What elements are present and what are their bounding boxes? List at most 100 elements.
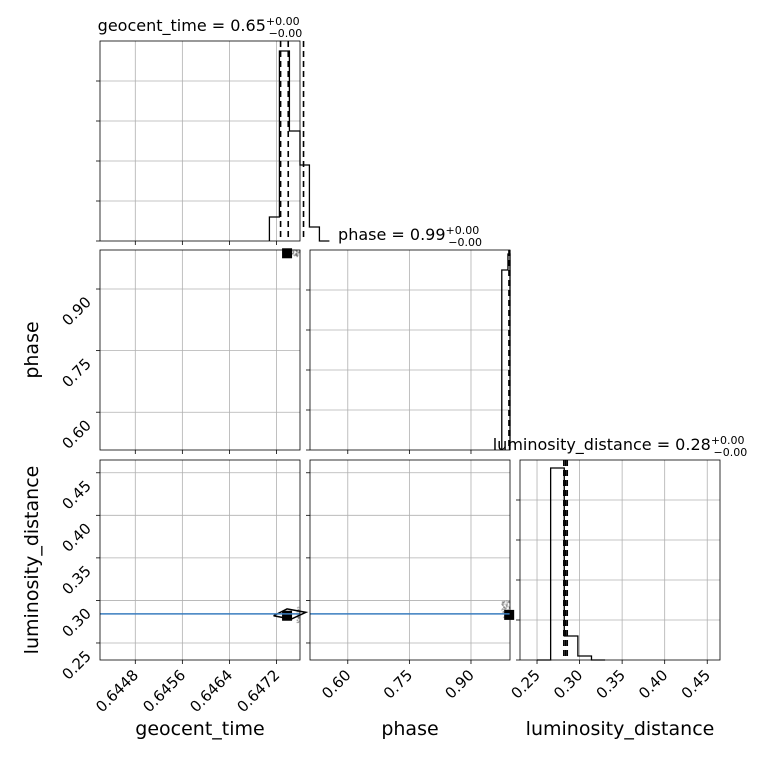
sample-point: [501, 604, 504, 607]
sample-point: [297, 621, 300, 624]
panel-frame-geocent_time-vs-luminosity_distance: [99, 459, 301, 661]
sample-point: [502, 616, 505, 619]
ytick-label-luminosity_distance-3: 0.40: [58, 519, 94, 555]
sample-point: [505, 608, 507, 610]
sample-point: [296, 255, 299, 257]
xtick-label-phase-1: 0.75: [380, 666, 416, 702]
sample-point: [502, 610, 505, 613]
histogram-geocent_time: [268, 50, 330, 242]
sample-point: [502, 601, 505, 604]
sample-point: [293, 250, 295, 253]
xaxis-label-luminosity_distance: luminosity_distance: [526, 718, 715, 740]
panel-frame-geocent_time-vs-phase: [99, 249, 301, 451]
ytick-label-phase-0: 0.60: [58, 416, 94, 452]
sample-point: [297, 616, 300, 619]
sample-point: [295, 252, 297, 255]
xtick-label-phase-0: 0.60: [318, 666, 354, 702]
sample-point: [505, 604, 508, 606]
title-plus-error: +0.00: [446, 224, 480, 237]
sample-point: [292, 250, 295, 253]
xtick-label-phase-2: 0.90: [441, 666, 477, 702]
sample-point: [501, 603, 503, 606]
title-label: phase = 0.99: [338, 225, 445, 244]
sample-point: [292, 252, 294, 255]
sample-point: [297, 252, 300, 255]
histogram-luminosity_distance: [537, 467, 606, 661]
sample-point: [297, 616, 300, 619]
sample-point: [296, 621, 298, 624]
title-plus-error: +0.00: [711, 434, 745, 447]
xtick-label-geocent_time-3: 0.6472: [233, 666, 283, 716]
grid-layer: [100, 41, 720, 660]
sample-point: [295, 250, 298, 253]
title-minus-error: −0.00: [714, 446, 748, 459]
title-label: geocent_time = 0.65: [98, 16, 266, 36]
sample-point: [502, 603, 505, 606]
sample-point: [296, 619, 299, 622]
sample-point: [297, 621, 300, 624]
sample-point: [296, 250, 298, 252]
sample-point: [295, 253, 298, 256]
sample-point: [296, 255, 298, 258]
sample-point: [503, 601, 505, 603]
xtick-label-luminosity_distance-4: 0.45: [678, 666, 714, 702]
density-core-geocent_time-vs-luminosity_distance: [282, 610, 293, 621]
sample-point: [502, 604, 504, 606]
sample-point: [504, 608, 506, 610]
sample-point: [298, 620, 300, 623]
ytick-label-luminosity_distance-2: 0.35: [58, 562, 94, 598]
sample-point: [298, 611, 300, 614]
sample-point: [503, 608, 505, 611]
sample-point: [505, 605, 508, 607]
sample-point: [297, 251, 299, 254]
sample-point: [296, 619, 298, 621]
sample-point: [293, 254, 296, 257]
panel-frame-phase-vs-luminosity_distance: [309, 459, 511, 661]
sample-point: [297, 608, 299, 610]
sample-point: [296, 254, 298, 257]
xtick-label-geocent_time-1: 0.6456: [139, 666, 189, 716]
title-plus-error: +0.00: [266, 15, 300, 28]
sample-point: [505, 606, 508, 609]
xtick-label-luminosity_distance-2: 0.35: [593, 666, 629, 702]
sample-point: [291, 252, 294, 255]
xtick-label-luminosity_distance-3: 0.40: [635, 666, 671, 702]
panel-title-phase: phase = 0.99+0.00 −0.00: [338, 224, 482, 249]
sample-point: [502, 606, 505, 609]
title-label: luminosity_distance = 0.28: [493, 435, 711, 455]
sample-point: [296, 252, 298, 255]
sample-point: [297, 254, 299, 256]
sample-point: [292, 251, 295, 254]
ytick-label-phase-2: 0.90: [58, 293, 94, 329]
sample-point: [502, 602, 505, 604]
samples-geocent_time-vs-phase: [290, 249, 301, 258]
sample-point: [295, 254, 298, 256]
yaxis-label-luminosity_distance: luminosity_distance: [21, 466, 43, 655]
xtick-label-luminosity_distance-0: 0.25: [508, 666, 544, 702]
density-core-geocent_time-vs-phase: [282, 248, 293, 259]
sample-point: [505, 604, 507, 606]
sample-point: [501, 608, 504, 610]
sample-point: [503, 606, 506, 609]
ytick-label-luminosity_distance-0: 0.25: [58, 647, 94, 683]
panel-title-geocent_time: geocent_time = 0.65+0.00 −0.00: [98, 15, 303, 40]
sample-point: [507, 600, 510, 603]
panel-title-luminosity_distance: luminosity_distance = 0.28+0.00 −0.00: [493, 434, 748, 459]
sample-point: [502, 610, 505, 613]
sample-point: [503, 606, 505, 609]
sample-point: [506, 602, 508, 604]
sample-point: [504, 603, 506, 605]
sample-point: [295, 252, 298, 254]
sample-point: [504, 607, 506, 609]
sample-point: [297, 606, 300, 609]
sample-point: [503, 606, 506, 608]
sample-point: [504, 608, 507, 610]
sample-point: [505, 605, 508, 608]
ytick-label-phase-1: 0.75: [58, 355, 94, 391]
xaxis-label-phase: phase: [381, 718, 438, 740]
sample-point: [505, 600, 508, 602]
sample-point: [297, 251, 300, 254]
sample-point: [507, 601, 509, 604]
sample-point: [503, 600, 506, 603]
